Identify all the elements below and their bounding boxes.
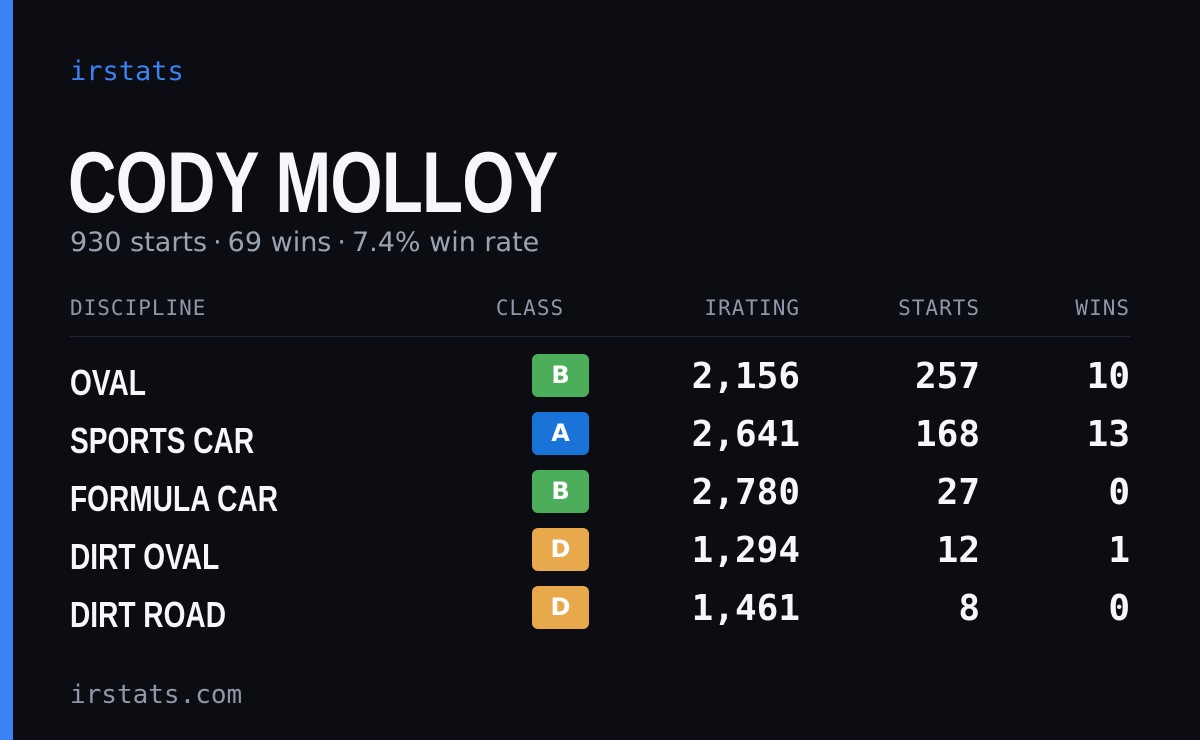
wins-cell: 10: [1086, 356, 1130, 397]
table-row: DIRT ROAD D 1,461 8 0: [70, 586, 1130, 644]
irating-cell: 2,641: [691, 414, 800, 455]
class-badge: D: [532, 586, 589, 629]
header-class: CLASS: [495, 296, 565, 320]
accent-bar: [0, 0, 13, 740]
starts-summary: 930 starts: [70, 227, 208, 258]
wins-cell: 1: [1108, 530, 1130, 571]
header-wins: WINS: [1075, 296, 1130, 320]
class-badge: D: [532, 528, 589, 571]
discipline-cell: DIRT OVAL: [70, 536, 220, 577]
starts-cell: 168: [914, 414, 980, 455]
table-row: FORMULA CAR B 2,780 27 0: [70, 470, 1130, 528]
driver-summary: 930 starts · 69 wins · 7.4% win rate: [70, 227, 539, 258]
starts-cell: 8: [958, 588, 980, 629]
driver-name: CODY MOLLOY: [68, 135, 558, 231]
wins-cell: 13: [1086, 414, 1130, 455]
header-divider: [70, 336, 1130, 337]
starts-cell: 257: [914, 356, 980, 397]
win-rate-summary: 7.4% win rate: [351, 227, 540, 258]
starts-cell: 27: [936, 472, 980, 513]
summary-separator: ·: [213, 227, 222, 258]
header-irating: IRATING: [704, 296, 800, 320]
irating-cell: 2,156: [691, 356, 800, 397]
header-starts: STARTS: [898, 296, 980, 320]
summary-separator: ·: [337, 227, 346, 258]
irating-cell: 2,780: [691, 472, 800, 513]
irating-cell: 1,294: [691, 530, 800, 571]
discipline-cell: SPORTS CAR: [70, 420, 255, 461]
wins-cell: 0: [1108, 472, 1130, 513]
wins-cell: 0: [1108, 588, 1130, 629]
wins-summary: 69 wins: [227, 227, 332, 258]
class-badge: A: [532, 412, 589, 455]
irating-cell: 1,461: [691, 588, 800, 629]
brand-logo: irstats: [70, 56, 184, 87]
footer-url[interactable]: irstats.com: [70, 680, 243, 710]
table-row: SPORTS CAR A 2,641 168 13: [70, 412, 1130, 470]
table-row: OVAL B 2,156 257 10: [70, 354, 1130, 412]
starts-cell: 12: [936, 530, 980, 571]
header-discipline: DISCIPLINE: [70, 296, 207, 320]
discipline-cell: OVAL: [70, 362, 146, 403]
discipline-cell: FORMULA CAR: [70, 478, 278, 519]
class-badge: B: [532, 470, 589, 513]
discipline-cell: DIRT ROAD: [70, 594, 226, 635]
class-badge: B: [532, 354, 589, 397]
table-row: DIRT OVAL D 1,294 12 1: [70, 528, 1130, 586]
